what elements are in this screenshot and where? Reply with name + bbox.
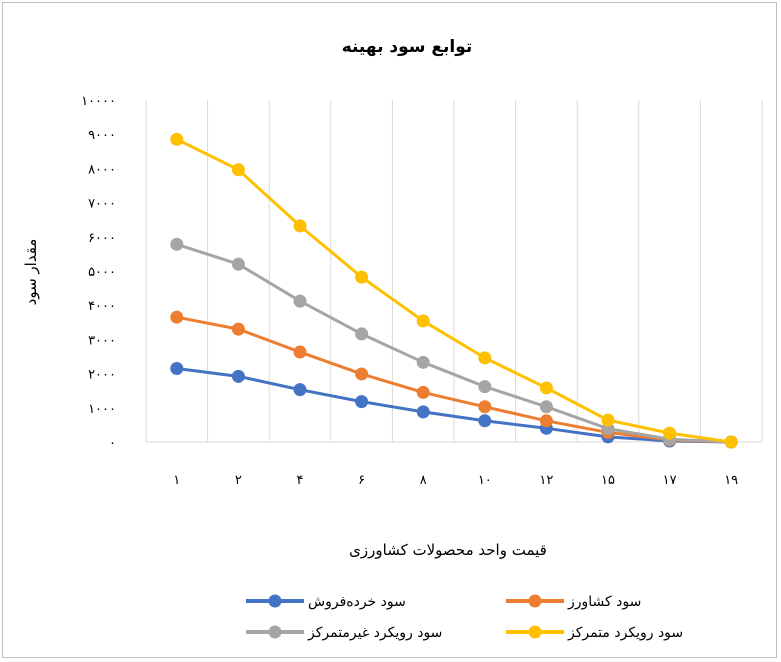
- chart-title: توابع سود بهینه: [342, 37, 473, 57]
- x-tick-label: ۱۰: [478, 473, 492, 488]
- data-point: [663, 426, 677, 440]
- x-tick-label: ۱۵: [601, 473, 615, 488]
- y-tick-label: ۰: [109, 436, 116, 451]
- data-point: [293, 383, 307, 397]
- data-point: [170, 361, 184, 375]
- x-tick-label: ۶: [358, 473, 365, 488]
- data-point: [293, 294, 307, 308]
- x-tick-label: ۲: [235, 473, 242, 488]
- series-line: [176, 315, 732, 444]
- legend-marker: [528, 625, 542, 639]
- series-layer: [170, 132, 738, 449]
- y-tick-label: ۸۰۰۰: [88, 162, 116, 177]
- data-point: [539, 400, 553, 414]
- data-point: [539, 381, 553, 395]
- y-axis-label: مقدار سود: [22, 239, 40, 306]
- data-point: [478, 400, 492, 414]
- data-point: [355, 270, 369, 284]
- data-point: [170, 310, 184, 324]
- data-point: [478, 351, 492, 365]
- legend: سود خرده‌فروش سود کشاورز سود رویکرد غیرمتم…: [246, 594, 683, 641]
- data-point: [478, 414, 492, 428]
- data-point: [724, 435, 738, 449]
- data-point: [170, 132, 184, 146]
- legend-label: سود رویکرد متمرکز: [567, 625, 683, 641]
- y-tick-label: ۹۰۰۰: [88, 128, 116, 143]
- data-point: [231, 257, 245, 271]
- legend-label: سود رویکرد غیرمتمرکز: [307, 625, 442, 641]
- data-point: [231, 163, 245, 177]
- data-point: [416, 405, 430, 419]
- y-tick-label: ۴۰۰۰: [88, 299, 116, 314]
- y-tick-label: ۷۰۰۰: [88, 197, 116, 212]
- legend-label: سود خرده‌فروش: [308, 594, 406, 610]
- series-line: [176, 242, 732, 444]
- x-axis-ticks: ۱ ۲ ۴ ۶ ۸ ۱۰ ۱۲ ۱۵ ۱۷ ۱۹: [173, 473, 738, 488]
- data-point: [416, 314, 430, 328]
- data-point: [539, 414, 553, 428]
- y-tick-label: ۱۰۰۰۰: [81, 94, 116, 109]
- data-point: [293, 219, 307, 233]
- series-line: [176, 366, 732, 444]
- x-tick-label: ۸: [420, 473, 427, 488]
- y-tick-label: ۲۰۰۰: [88, 368, 116, 383]
- y-tick-label: ۵۰۰۰: [88, 265, 116, 280]
- data-point: [355, 367, 369, 381]
- data-point: [601, 413, 615, 427]
- data-point: [416, 355, 430, 369]
- y-tick-label: ۱۰۰۰: [88, 402, 116, 417]
- x-tick-label: ۱: [173, 473, 180, 488]
- legend-label: سود کشاورز: [567, 594, 641, 610]
- data-point: [170, 237, 184, 251]
- data-point: [416, 385, 430, 399]
- data-point: [231, 369, 245, 383]
- data-point: [355, 327, 369, 341]
- x-tick-label: ۱۹: [724, 473, 738, 488]
- series-line: [176, 137, 732, 444]
- x-tick-label: ۱۷: [663, 473, 677, 488]
- x-axis-label: قیمت واحد محصولات کشاورزی: [349, 541, 547, 559]
- data-point: [355, 395, 369, 409]
- data-point: [231, 322, 245, 336]
- y-tick-label: ۶۰۰۰: [88, 231, 116, 246]
- x-tick-label: ۴: [297, 473, 304, 488]
- data-point: [293, 345, 307, 359]
- y-axis-ticks: ۰ ۱۰۰۰ ۲۰۰۰ ۳۰۰۰ ۴۰۰۰ ۵۰۰۰ ۶۰۰۰ ۷۰۰۰ ۸۰۰۰ ۹۰۰۰ ۱۰۰…: [81, 94, 116, 451]
- x-tick-label: ۱۲: [539, 473, 553, 488]
- data-point: [478, 380, 492, 394]
- legend-marker: [268, 594, 282, 608]
- legend-marker: [268, 625, 282, 639]
- y-tick-label: ۳۰۰۰: [88, 333, 116, 348]
- legend-marker: [528, 594, 542, 608]
- grid: [145, 100, 763, 443]
